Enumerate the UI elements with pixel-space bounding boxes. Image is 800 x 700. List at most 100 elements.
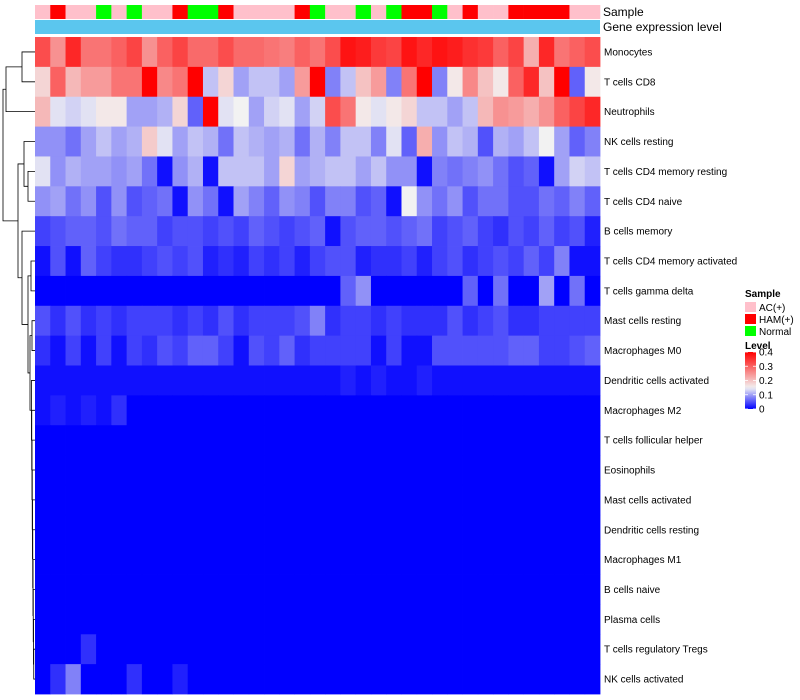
cell-17-20: [340, 544, 357, 575]
cell-12-25: [416, 395, 433, 426]
sample-legend-title: Sample: [745, 289, 781, 300]
cell-9-14: [248, 305, 265, 337]
cell-15-15: [264, 484, 280, 516]
cell-20-26: [432, 634, 448, 665]
cell-1-13: [233, 66, 250, 98]
cell-1-34: [554, 66, 570, 98]
cell-18-34: [554, 574, 570, 605]
row-label-13: T cells follicular helper: [604, 436, 703, 447]
cell-17-1: [50, 544, 66, 575]
cell-20-25: [416, 634, 433, 665]
cell-20-24: [401, 634, 418, 665]
cell-10-14: [248, 335, 265, 366]
cell-12-13: [233, 395, 250, 426]
cell-6-10: [187, 216, 204, 247]
sample-annot-cell-1: [50, 5, 66, 19]
cell-1-27: [447, 66, 463, 98]
cell-13-29: [477, 425, 494, 456]
cell-18-10: [187, 574, 204, 605]
cell-8-21: [355, 275, 372, 307]
cell-6-32: [523, 216, 540, 247]
cell-20-16: [279, 634, 295, 665]
cell-19-0: [35, 604, 51, 635]
cell-21-22: [370, 664, 387, 695]
cell-17-32: [523, 544, 540, 575]
cell-8-12: [218, 275, 234, 307]
cell-10-25: [416, 335, 433, 366]
cell-9-28: [462, 305, 479, 337]
cell-17-25: [416, 544, 433, 575]
cell-18-9: [172, 574, 189, 605]
cell-13-11: [202, 425, 219, 456]
cell-11-27: [447, 365, 463, 396]
cell-4-29: [477, 156, 494, 187]
cell-6-17: [294, 216, 311, 247]
cell-9-27: [447, 305, 463, 337]
cell-11-34: [554, 365, 570, 396]
cell-17-3: [80, 544, 97, 575]
cell-15-13: [233, 484, 250, 516]
cell-11-31: [508, 365, 525, 396]
cell-18-20: [340, 574, 357, 605]
cell-0-31: [508, 37, 525, 68]
sample-annot-cell-0: [35, 5, 51, 19]
cell-4-22: [370, 156, 387, 187]
cell-3-23: [386, 126, 402, 157]
cell-0-20: [340, 37, 357, 68]
cell-14-25: [416, 455, 433, 486]
cell-9-6: [126, 305, 143, 337]
cell-4-13: [233, 156, 250, 187]
cell-12-6: [126, 395, 143, 426]
cell-1-2: [65, 66, 82, 98]
cell-5-14: [248, 186, 265, 217]
row-label-15: Mast cells activated: [604, 495, 691, 506]
cell-7-29: [477, 246, 494, 277]
cell-18-27: [447, 574, 463, 605]
cell-13-13: [233, 425, 250, 456]
cell-19-18: [309, 604, 326, 635]
cell-17-6: [126, 544, 143, 575]
dendro-link-5: [32, 499, 35, 560]
cell-19-29: [477, 604, 494, 635]
cell-1-7: [141, 66, 158, 98]
cell-21-21: [355, 664, 372, 695]
cell-18-1: [50, 574, 66, 605]
cell-14-18: [309, 455, 326, 486]
cell-20-6: [126, 634, 143, 665]
cell-13-15: [264, 425, 280, 456]
cell-1-19: [325, 66, 341, 98]
row-label-5: T cells CD4 naive: [604, 197, 683, 208]
cell-7-30: [493, 246, 509, 277]
cell-8-32: [523, 275, 540, 307]
cell-19-26: [432, 604, 448, 635]
cell-4-24: [401, 156, 418, 187]
cell-20-23: [386, 634, 402, 665]
cell-14-16: [279, 455, 295, 486]
cell-13-31: [508, 425, 525, 456]
cell-0-30: [493, 37, 509, 68]
sample-annot-cell-34: [554, 5, 570, 19]
cell-0-11: [202, 37, 219, 68]
cell-17-30: [493, 544, 509, 575]
cell-11-12: [218, 365, 234, 396]
cell-4-0: [35, 156, 51, 187]
sample-annot-cell-28: [462, 5, 479, 19]
cell-13-9: [172, 425, 189, 456]
cell-13-36: [584, 425, 601, 456]
cell-13-33: [538, 425, 555, 456]
cell-5-26: [432, 186, 448, 217]
cell-0-26: [432, 37, 448, 68]
cell-2-0: [35, 96, 51, 127]
cell-11-8: [157, 365, 173, 396]
row-label-6: B cells memory: [604, 227, 672, 238]
cell-14-5: [111, 455, 128, 486]
cell-11-36: [584, 365, 601, 396]
cell-17-9: [172, 544, 189, 575]
cell-7-12: [218, 246, 234, 277]
cell-18-5: [111, 574, 128, 605]
level-tick-label-4: 0: [759, 405, 765, 416]
cell-18-22: [370, 574, 387, 605]
cell-3-17: [294, 126, 311, 157]
cell-15-4: [96, 484, 112, 516]
dendro-link-19: [5, 66, 35, 113]
